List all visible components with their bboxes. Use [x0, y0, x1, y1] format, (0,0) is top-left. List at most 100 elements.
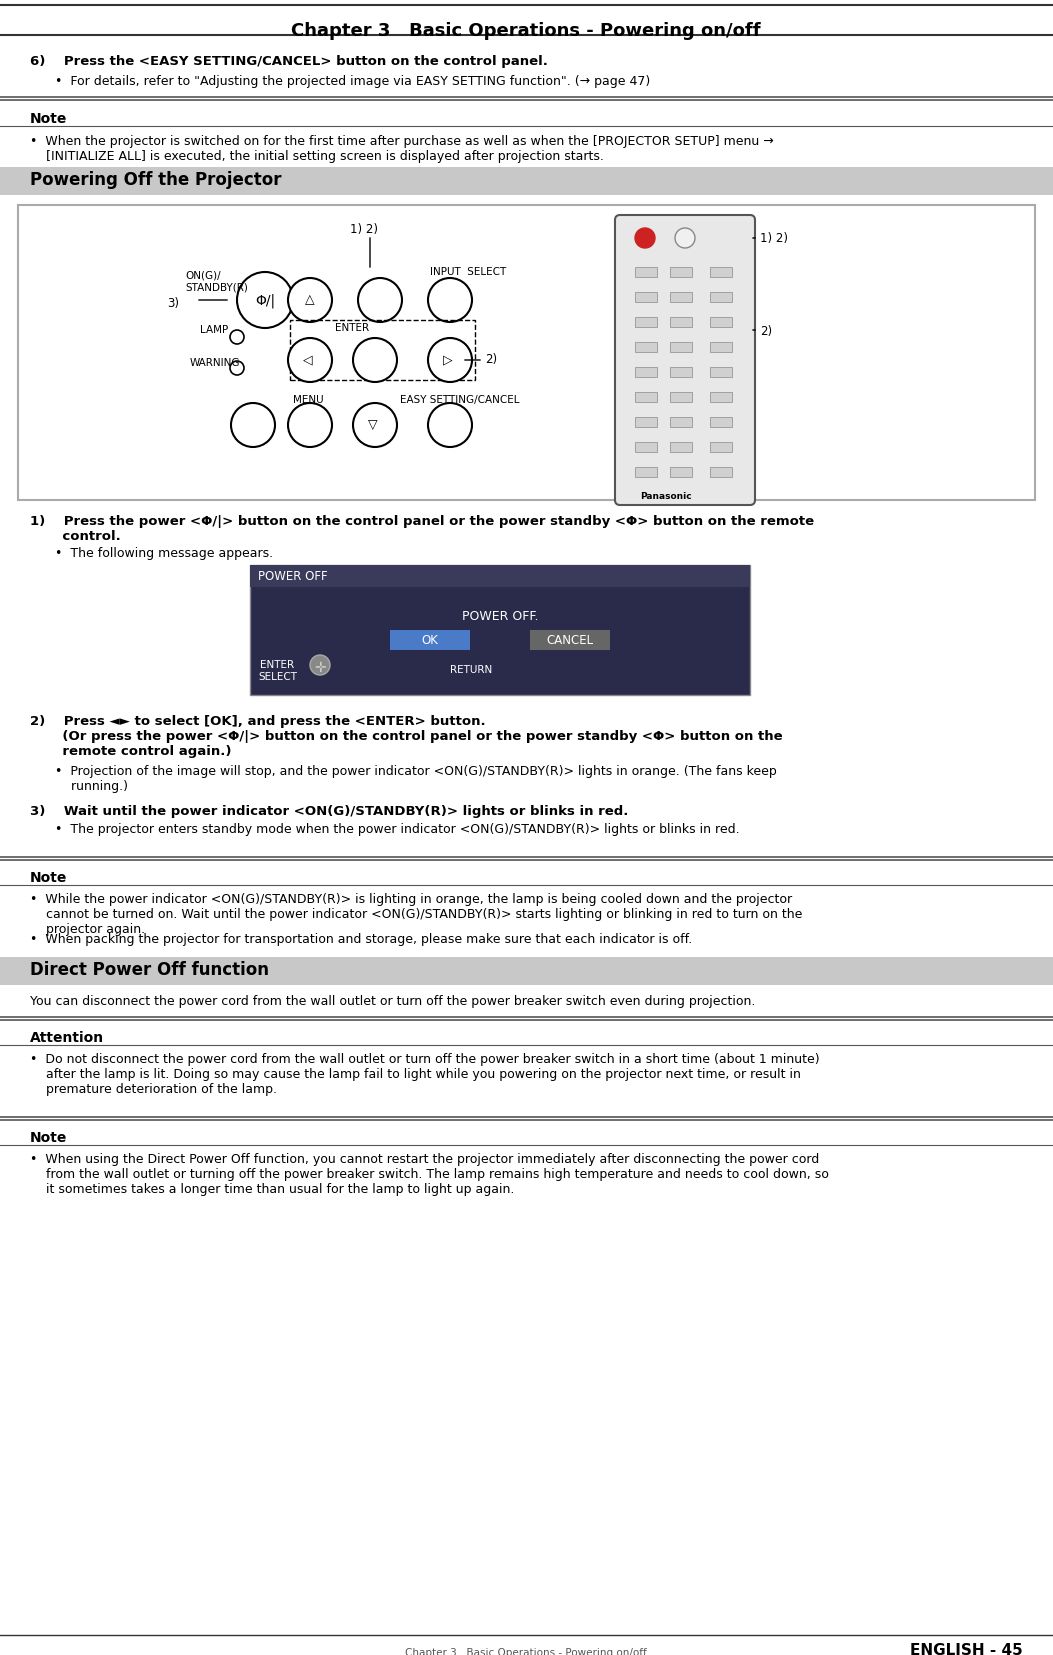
Text: Chapter 3   Basic Operations - Powering on/off: Chapter 3 Basic Operations - Powering on…: [405, 1648, 647, 1655]
Text: •  Do not disconnect the power cord from the wall outlet or turn off the power b: • Do not disconnect the power cord from …: [29, 1053, 819, 1096]
Text: 1)    Press the power <Φ/|> button on the control panel or the power standby <Φ>: 1) Press the power <Φ/|> button on the c…: [29, 515, 814, 543]
Bar: [710, 417, 732, 427]
Bar: [670, 343, 692, 353]
Bar: [635, 367, 657, 377]
Bar: [670, 318, 692, 328]
Bar: [290, 319, 475, 381]
Bar: [635, 291, 657, 301]
Text: Note: Note: [29, 871, 67, 885]
Text: Direct Power Off function: Direct Power Off function: [29, 962, 269, 980]
Text: Panasonic: Panasonic: [640, 492, 692, 501]
Bar: [670, 291, 692, 301]
Text: •  When using the Direct Power Off function, you cannot restart the projector im: • When using the Direct Power Off functi…: [29, 1154, 829, 1197]
Bar: [710, 442, 732, 452]
Text: •  When packing the projector for transportation and storage, please make sure t: • When packing the projector for transpo…: [29, 933, 692, 947]
Text: Note: Note: [29, 1130, 67, 1145]
Text: ON(G)/: ON(G)/: [185, 270, 221, 280]
Text: 1) 2): 1) 2): [350, 223, 378, 237]
Text: 6)    Press the <EASY SETTING/CANCEL> button on the control panel.: 6) Press the <EASY SETTING/CANCEL> butto…: [29, 55, 548, 68]
Bar: [710, 266, 732, 276]
Bar: [530, 631, 610, 650]
Text: RETURN: RETURN: [450, 665, 492, 675]
Text: 3)    Wait until the power indicator <ON(G)/STANDBY(R)> lights or blinks in red.: 3) Wait until the power indicator <ON(G)…: [29, 804, 629, 818]
Bar: [635, 343, 657, 353]
Bar: [670, 266, 692, 276]
Text: POWER OFF: POWER OFF: [258, 569, 327, 583]
Text: •  The following message appears.: • The following message appears.: [55, 548, 273, 559]
Text: •  When the projector is switched on for the first time after purchase as well a: • When the projector is switched on for …: [29, 136, 774, 162]
Text: MENU: MENU: [293, 396, 323, 405]
Text: SELECT: SELECT: [258, 672, 297, 682]
Text: ▽: ▽: [367, 419, 378, 430]
Bar: [635, 266, 657, 276]
Bar: [390, 631, 470, 650]
Text: ENTER: ENTER: [260, 660, 294, 670]
Circle shape: [353, 338, 397, 382]
Circle shape: [635, 228, 655, 248]
Text: Powering Off the Projector: Powering Off the Projector: [29, 170, 281, 189]
Bar: [635, 417, 657, 427]
Circle shape: [237, 271, 293, 328]
Bar: [710, 343, 732, 353]
Text: •  While the power indicator <ON(G)/STANDBY(R)> is lighting in orange, the lamp : • While the power indicator <ON(G)/STAND…: [29, 894, 802, 937]
Text: •  Projection of the image will stop, and the power indicator <ON(G)/STANDBY(R)>: • Projection of the image will stop, and…: [55, 765, 777, 793]
Circle shape: [428, 404, 472, 447]
Text: 1) 2): 1) 2): [760, 232, 788, 245]
Bar: [710, 367, 732, 377]
Bar: [710, 392, 732, 402]
Circle shape: [289, 278, 332, 323]
Text: Attention: Attention: [29, 1031, 104, 1044]
Text: STANDBY(R): STANDBY(R): [185, 281, 247, 291]
Bar: [635, 392, 657, 402]
Bar: [635, 467, 657, 477]
Bar: [250, 564, 750, 588]
Text: △: △: [305, 293, 315, 306]
Text: EASY SETTING/CANCEL: EASY SETTING/CANCEL: [400, 396, 519, 405]
Bar: [670, 467, 692, 477]
Circle shape: [230, 361, 244, 376]
Bar: [635, 318, 657, 328]
FancyBboxPatch shape: [615, 215, 755, 505]
Text: Note: Note: [29, 113, 67, 126]
Circle shape: [289, 338, 332, 382]
Circle shape: [310, 655, 330, 675]
Text: ▷: ▷: [443, 353, 453, 366]
Circle shape: [231, 404, 275, 447]
Bar: [670, 392, 692, 402]
Bar: [670, 442, 692, 452]
Circle shape: [230, 329, 244, 344]
Text: INPUT  SELECT: INPUT SELECT: [430, 266, 506, 276]
Text: You can disconnect the power cord from the wall outlet or turn off the power bre: You can disconnect the power cord from t…: [29, 995, 755, 1008]
Text: ENGLISH - 45: ENGLISH - 45: [910, 1643, 1024, 1655]
Bar: [0, 957, 1053, 985]
Text: CANCEL: CANCEL: [547, 634, 594, 647]
Bar: [670, 417, 692, 427]
Bar: [18, 205, 1035, 500]
Bar: [670, 367, 692, 377]
Bar: [710, 467, 732, 477]
Text: 3): 3): [167, 296, 179, 309]
Bar: [710, 318, 732, 328]
Circle shape: [353, 404, 397, 447]
Text: Φ/|: Φ/|: [255, 293, 275, 308]
Text: ENTER: ENTER: [335, 323, 370, 333]
Circle shape: [675, 228, 695, 248]
Bar: [710, 291, 732, 301]
Text: LAMP: LAMP: [200, 324, 229, 334]
Circle shape: [358, 278, 402, 323]
Text: 2): 2): [760, 324, 772, 338]
Circle shape: [428, 278, 472, 323]
Text: 2)    Press ◄► to select [OK], and press the <ENTER> button.
       (Or press th: 2) Press ◄► to select [OK], and press th…: [29, 715, 782, 758]
Bar: [635, 442, 657, 452]
Circle shape: [289, 404, 332, 447]
Text: 2): 2): [485, 353, 497, 366]
Bar: [0, 167, 1053, 195]
Text: WARNING: WARNING: [190, 357, 240, 367]
Text: •  For details, refer to "Adjusting the projected image via EASY SETTING functio: • For details, refer to "Adjusting the p…: [55, 74, 651, 88]
Text: ✛: ✛: [314, 660, 325, 675]
Text: ◁: ◁: [303, 353, 313, 366]
Bar: [250, 564, 750, 695]
Text: •  The projector enters standby mode when the power indicator <ON(G)/STANDBY(R)>: • The projector enters standby mode when…: [55, 823, 739, 836]
Text: OK: OK: [421, 634, 438, 647]
Circle shape: [428, 338, 472, 382]
